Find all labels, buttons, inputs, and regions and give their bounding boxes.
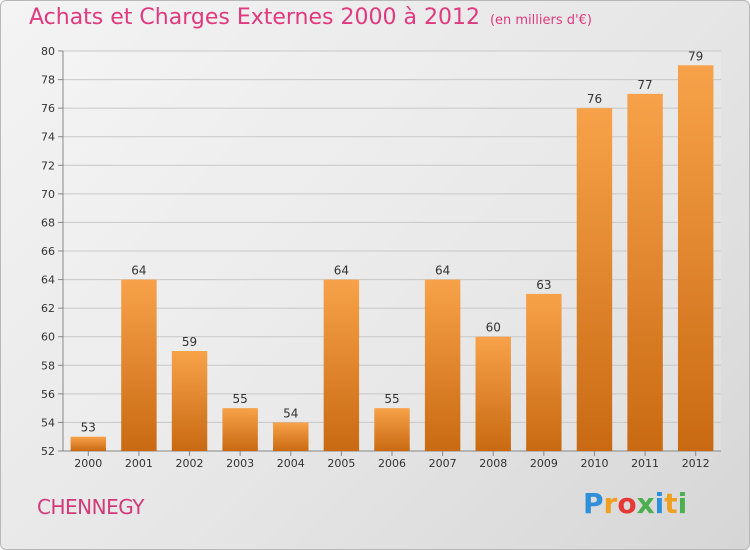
- logo-letter: i: [654, 487, 665, 520]
- bar-value-label: 59: [182, 335, 197, 349]
- bar-value-label: 54: [283, 406, 298, 420]
- logo-letter: t: [664, 487, 678, 520]
- y-tick-label: 56: [41, 388, 55, 401]
- x-tick-label: 2000: [74, 457, 102, 470]
- logo-letter: x: [636, 487, 655, 520]
- bar-value-label: 60: [486, 321, 501, 335]
- bar-value-label: 53: [81, 421, 96, 435]
- y-tick-label: 70: [41, 188, 55, 201]
- logo-letter: P: [583, 487, 604, 520]
- x-tick-label: 2004: [277, 457, 305, 470]
- y-tick-label: 52: [41, 445, 55, 458]
- x-tick-label: 2007: [429, 457, 457, 470]
- x-tick-label: 2006: [378, 457, 406, 470]
- x-tick-label: 2003: [226, 457, 254, 470]
- y-tick-label: 76: [41, 102, 55, 115]
- y-tick-label: 74: [41, 131, 55, 144]
- bar: [424, 279, 461, 451]
- x-tick-label: 2005: [327, 457, 355, 470]
- y-tick-label: 78: [41, 74, 55, 87]
- y-tick-label: 64: [41, 274, 55, 287]
- bar: [171, 351, 208, 451]
- logo-letter: r: [603, 487, 618, 520]
- bar-value-label: 55: [233, 392, 248, 406]
- bar: [121, 279, 157, 451]
- commune-name: CHENNEGY: [37, 495, 144, 519]
- bar-value-label: 76: [587, 92, 602, 106]
- bar: [70, 436, 107, 451]
- bar: [677, 65, 714, 452]
- y-tick-label: 80: [41, 45, 55, 58]
- y-tick-label: 68: [41, 216, 55, 229]
- bar-value-label: 64: [435, 264, 450, 278]
- chart-title: Achats et Charges Externes 2000 à 2012 (e…: [29, 5, 592, 30]
- x-tick-label: 2009: [530, 457, 558, 470]
- bar: [526, 293, 562, 451]
- proxiti-logo: Proxiti: [583, 487, 687, 520]
- bar: [576, 108, 613, 452]
- x-tick-label: 2002: [176, 457, 204, 470]
- y-tick-label: 62: [41, 302, 55, 315]
- bar-value-label: 64: [334, 264, 349, 278]
- bar: [323, 279, 360, 451]
- bar: [475, 336, 511, 451]
- bar-value-label: 64: [131, 264, 146, 278]
- bar-value-label: 79: [688, 49, 703, 63]
- logo-letter: o: [617, 487, 637, 520]
- chart-title-text: Achats et Charges Externes 2000 à 2012: [29, 5, 480, 30]
- bar: [222, 408, 258, 451]
- bar: [273, 422, 309, 451]
- x-tick-label: 2008: [479, 457, 507, 470]
- y-tick-label: 60: [41, 331, 55, 344]
- bar-value-label: 63: [536, 278, 551, 292]
- bar-value-label: 55: [384, 392, 399, 406]
- y-tick-label: 54: [41, 416, 55, 429]
- y-tick-label: 72: [41, 159, 55, 172]
- y-tick-label: 66: [41, 245, 55, 258]
- chart-unit-label: (en milliers d'€): [489, 13, 592, 28]
- bar: [374, 408, 410, 451]
- x-tick-label: 2001: [125, 457, 153, 470]
- x-tick-label: 2010: [580, 457, 608, 470]
- bar-value-label: 77: [637, 78, 652, 92]
- y-tick-label: 58: [41, 359, 55, 372]
- x-tick-label: 2012: [682, 457, 710, 470]
- logo-letter: i: [677, 487, 688, 520]
- x-tick-label: 2011: [631, 457, 659, 470]
- bar: [627, 93, 663, 451]
